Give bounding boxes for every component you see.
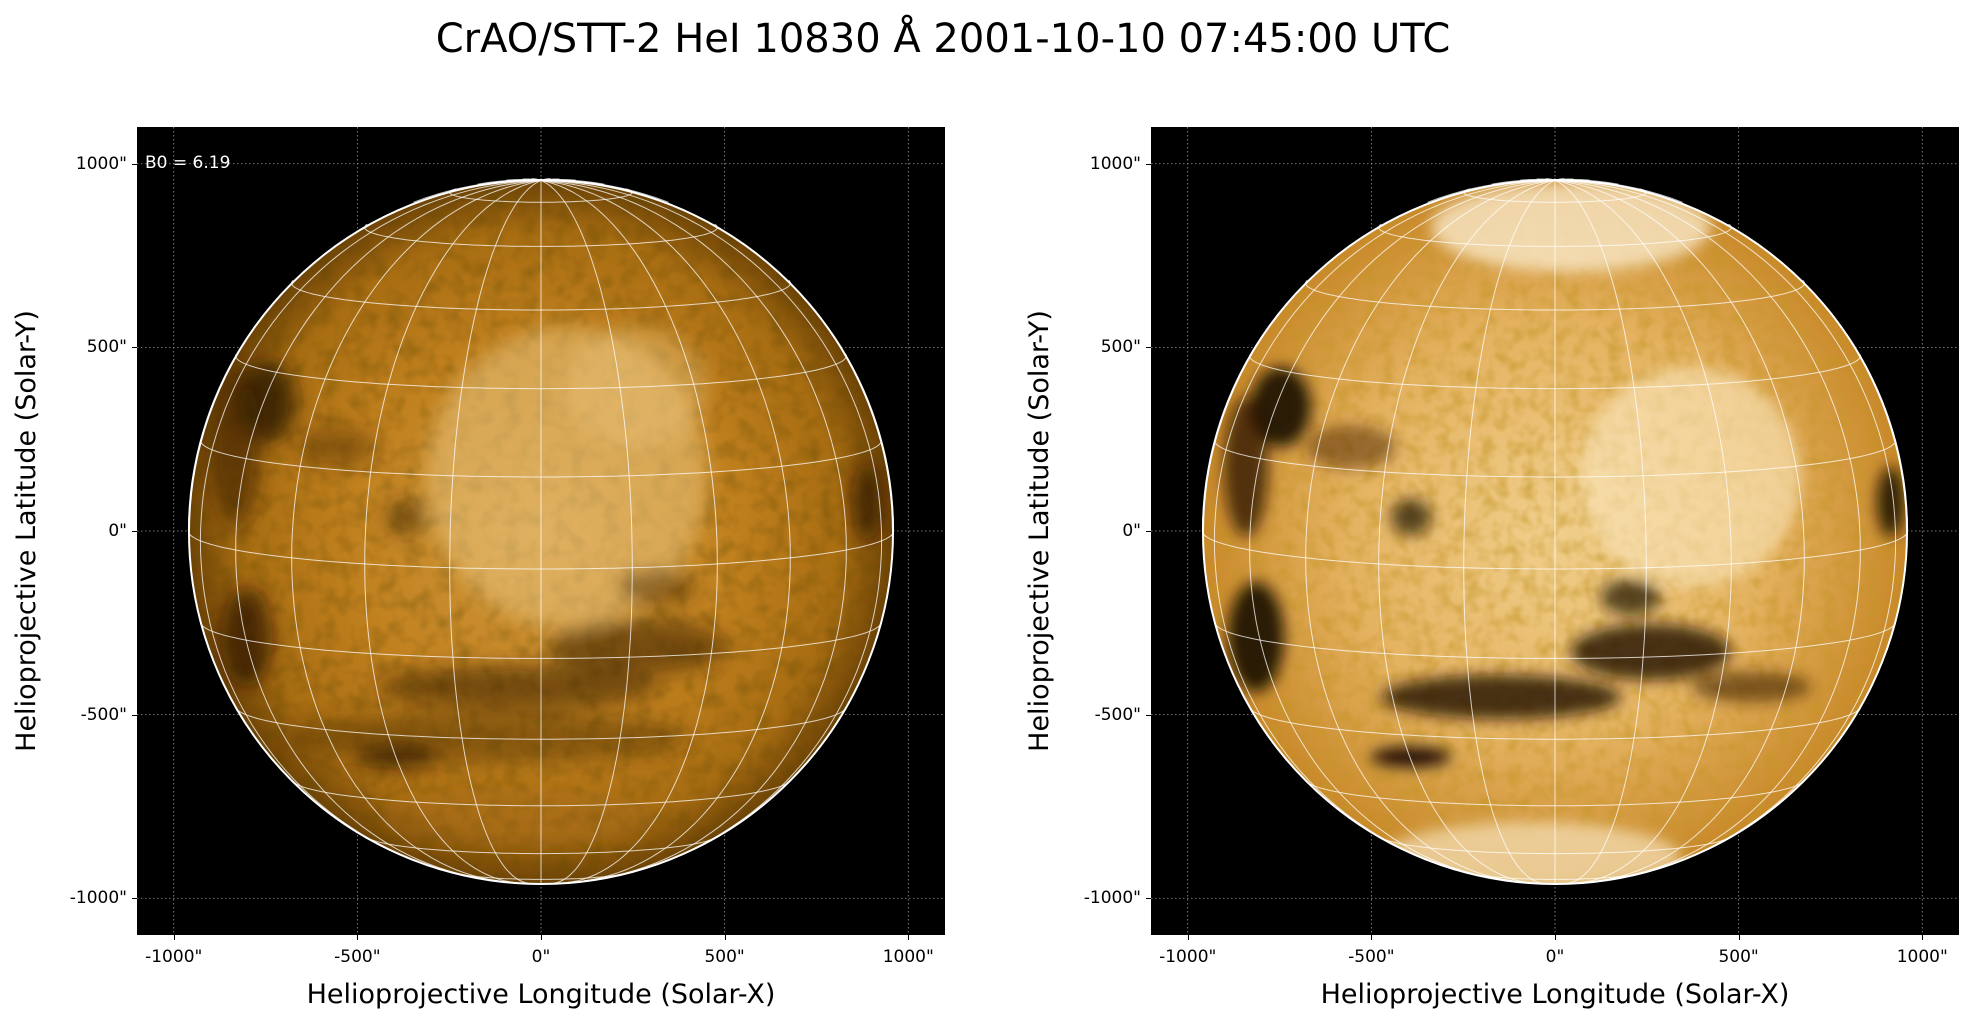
y-tick-mark xyxy=(1146,714,1151,716)
longitude-line xyxy=(449,180,542,884)
longitude-line xyxy=(1554,180,1897,856)
y-tick-mark xyxy=(1146,347,1151,349)
x-tick-label: 0" xyxy=(1545,947,1565,967)
y-tick-mark xyxy=(1146,898,1151,900)
x-tick-mark xyxy=(1738,935,1740,940)
x-tick-mark xyxy=(541,935,542,940)
x-tick-mark xyxy=(173,935,175,940)
y-tick-mark xyxy=(132,898,137,900)
longitude-line xyxy=(364,180,542,884)
x-tick-label: 0" xyxy=(531,947,551,967)
x-tick-mark xyxy=(1922,935,1924,940)
y-tick-label: -500" xyxy=(80,704,127,725)
y-tick-label: 1000" xyxy=(1089,153,1141,174)
y-tick-label: 500" xyxy=(86,337,127,358)
y-tick-label: 500" xyxy=(1100,337,1141,358)
y-tick-mark xyxy=(132,714,137,716)
x-tick-label: 1000" xyxy=(1896,947,1948,967)
solar-limb-right xyxy=(1202,179,1908,885)
y-tick-mark xyxy=(1146,163,1151,165)
x-axis-label-right: Helioprojective Longitude (Solar-X) xyxy=(1320,979,1790,1010)
x-tick-label: 500" xyxy=(704,947,745,967)
y-tick-label: 1000" xyxy=(75,153,127,174)
solar-disk-panel-left: B0 = 6.19 xyxy=(137,127,945,935)
y-tick-label: 0" xyxy=(1122,521,1141,541)
y-axis-label-right: Helioprojective Latitude (Solar-Y) xyxy=(1024,310,1055,752)
longitude-line xyxy=(540,180,847,877)
x-tick-label: -500" xyxy=(334,947,381,967)
figure-title: CrAO/STT-2 HeI 10830 Å 2001-10-10 07:45:… xyxy=(435,16,1451,62)
x-tick-mark xyxy=(357,935,359,940)
x-tick-label: -1000" xyxy=(1159,947,1217,967)
y-tick-mark xyxy=(132,347,137,349)
solar-disk-image-right xyxy=(1151,127,1959,935)
y-tick-mark xyxy=(132,163,137,165)
x-tick-label: -1000" xyxy=(145,947,203,967)
x-tick-mark xyxy=(724,935,726,940)
longitude-line xyxy=(1463,180,1556,884)
longitude-line xyxy=(540,180,718,884)
solar-disk-panel-right xyxy=(1151,127,1959,935)
longitude-line xyxy=(1554,180,1647,884)
y-tick-mark xyxy=(1146,531,1151,532)
x-axis-label-left: Helioprojective Longitude (Solar-X) xyxy=(306,979,776,1010)
longitude-line xyxy=(1554,180,1861,877)
longitude-line xyxy=(540,180,791,882)
y-tick-label: 0" xyxy=(108,521,127,541)
y-tick-label: -500" xyxy=(1094,704,1141,725)
longitude-line xyxy=(540,180,633,884)
x-tick-mark xyxy=(1371,935,1373,940)
x-tick-mark xyxy=(908,935,910,940)
longitude-line xyxy=(1249,180,1556,877)
longitude-line xyxy=(540,180,883,856)
longitude-line xyxy=(235,180,542,877)
y-tick-mark xyxy=(132,531,137,532)
x-tick-mark xyxy=(1555,935,1556,940)
longitude-line xyxy=(1213,180,1556,856)
longitude-line xyxy=(1378,180,1556,884)
x-tick-label: 500" xyxy=(1718,947,1759,967)
longitude-line xyxy=(1554,180,1732,884)
x-tick-mark xyxy=(1187,935,1189,940)
solar-limb-left xyxy=(188,179,894,885)
longitude-line xyxy=(199,180,542,856)
longitude-line xyxy=(1305,180,1556,882)
x-tick-label: 1000" xyxy=(882,947,934,967)
longitude-line xyxy=(291,180,542,882)
x-tick-label: -500" xyxy=(1348,947,1395,967)
y-tick-label: -1000" xyxy=(69,888,127,909)
solar-disk-image-left xyxy=(137,127,945,935)
longitude-line xyxy=(1554,180,1805,882)
y-axis-label-left: Helioprojective Latitude (Solar-Y) xyxy=(11,310,42,752)
b0-annotation: B0 = 6.19 xyxy=(145,153,231,173)
heliographic-grid-left xyxy=(187,178,895,884)
y-tick-label: -1000" xyxy=(1083,888,1141,909)
